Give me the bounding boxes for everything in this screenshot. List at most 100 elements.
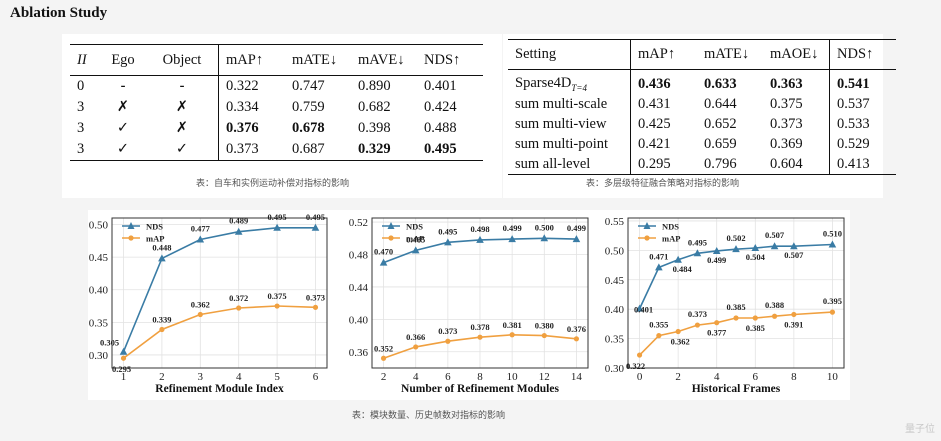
data-label: 0.388 xyxy=(765,300,784,310)
x-axis-label: Number of Refinement Modules xyxy=(401,383,559,395)
cell: 0.747 xyxy=(292,78,325,94)
cell: 0.334 xyxy=(218,97,285,118)
data-label: 0.362 xyxy=(671,337,690,347)
y-tick-label: 0.52 xyxy=(349,217,368,229)
data-label: 0.507 xyxy=(784,250,804,260)
cell: 0.421 xyxy=(630,134,697,154)
data-point-nds xyxy=(655,263,663,271)
data-point-nds xyxy=(444,238,452,246)
y-tick-label: 0.48 xyxy=(349,249,369,261)
x-tick-label: 6 xyxy=(313,371,319,383)
data-label: 0.366 xyxy=(406,332,425,342)
cell: - xyxy=(179,78,185,94)
data-point-nds xyxy=(770,242,779,250)
table-header-row: II Ego Object mAP↑ mATE↓ mAVE↓ NDS↑ xyxy=(70,44,483,76)
cell: 0.604 xyxy=(770,155,803,172)
data-label: 0.484 xyxy=(673,264,693,274)
x-tick-label: 2 xyxy=(675,371,681,383)
data-label: 0.339 xyxy=(152,315,171,325)
cell: ✗ xyxy=(175,120,189,136)
data-label: 0.375 xyxy=(268,291,287,301)
data-label: 0.507 xyxy=(765,230,785,240)
col-header: NDS↑ xyxy=(829,39,896,70)
cell: 0.363 xyxy=(770,75,803,92)
cell: 0.541 xyxy=(829,69,896,94)
data-point-nds xyxy=(751,244,760,251)
data-label: 0.376 xyxy=(567,324,586,334)
data-point-nds xyxy=(273,223,281,231)
x-tick-label: 5 xyxy=(274,371,280,383)
cell: 0.678 xyxy=(292,120,325,136)
data-label: 0.305 xyxy=(100,338,119,348)
data-label: 0.381 xyxy=(503,320,522,330)
chart-3: 0.30 0.35 0.40 0.45 0.50 0.55 0 2 4 6 8 10 Historica… xyxy=(605,216,845,395)
data-label: 0.391 xyxy=(784,319,803,329)
data-point-map xyxy=(675,328,681,335)
cell: 0.488 xyxy=(424,120,457,136)
data-point-map xyxy=(791,311,797,318)
table-header-row: Setting mAP↑ mATE↓ mAOE↓ NDS↑ xyxy=(508,39,896,70)
cell: 0 xyxy=(77,78,85,94)
col-header: mAOE↓ xyxy=(770,46,819,62)
table-row: 3 ✓ ✓ 0.373 0.687 0.329 0.495 xyxy=(70,139,483,161)
data-point-nds xyxy=(379,258,388,266)
cell: 0.436 xyxy=(630,69,697,94)
table1-caption: 表：自车和实例运动补偿对指标的影响 xyxy=(196,179,350,189)
col-header: Object xyxy=(162,51,202,68)
setting-subscript: T=4 xyxy=(571,82,587,93)
data-label: 0.495 xyxy=(306,212,325,222)
data-point-nds xyxy=(508,235,516,243)
data-label: 0.510 xyxy=(823,228,842,238)
data-label: 0.470 xyxy=(374,247,393,257)
cell: 0.659 xyxy=(704,135,737,152)
data-point-map xyxy=(312,304,319,310)
cell: ✓ xyxy=(175,141,189,157)
cell: 0.529 xyxy=(829,134,896,154)
data-point-nds xyxy=(196,235,205,243)
x-tick-label: 4 xyxy=(413,371,419,383)
cell: 0.373 xyxy=(770,115,803,132)
plot-frame xyxy=(111,217,328,369)
y-tick-label: 0.35 xyxy=(605,334,625,346)
data-label: 0.295 xyxy=(112,364,131,374)
data-label: 0.385 xyxy=(746,323,765,333)
cell: sum multi-scale xyxy=(515,95,608,112)
col-header: Ego xyxy=(111,51,135,68)
data-label: 0.500 xyxy=(535,222,554,232)
data-label: 0.395 xyxy=(823,296,842,306)
col-header: NDS↑ xyxy=(424,51,461,68)
legend-marker xyxy=(643,222,651,229)
y-tick-label: 0.40 xyxy=(349,314,369,326)
data-label: 0.377 xyxy=(707,328,727,338)
x-tick-label: 4 xyxy=(236,371,242,383)
data-point-map xyxy=(573,336,580,342)
cell: ✗ xyxy=(175,99,189,115)
section-heading: Ablation Study xyxy=(10,5,108,21)
cell: 0.890 xyxy=(358,78,391,94)
x-tick-label: 10 xyxy=(827,371,839,383)
data-label: 0.362 xyxy=(191,300,210,310)
y-tick-label: 0.45 xyxy=(605,275,625,287)
data-point-map xyxy=(120,355,127,361)
data-label: 0.499 xyxy=(707,255,726,265)
data-point-nds xyxy=(476,235,484,243)
cell: 0.633 xyxy=(704,75,737,92)
x-tick-label: 1 xyxy=(121,371,127,383)
data-label: 0.322 xyxy=(626,361,645,371)
data-label: 0.495 xyxy=(688,237,707,247)
watermark: 量子位 xyxy=(905,424,935,435)
data-point-map xyxy=(380,355,387,361)
data-label: 0.489 xyxy=(229,216,248,226)
data-point-map xyxy=(541,332,547,339)
table-row: Sparse4DT=4 0.436 0.633 0.363 0.541 xyxy=(508,69,896,94)
data-point-nds xyxy=(635,304,644,312)
legend-marker xyxy=(644,235,650,241)
data-point-map xyxy=(694,322,701,328)
cell: 0.376 xyxy=(218,118,285,139)
x-tick-label: 8 xyxy=(791,371,797,383)
legend-label: NDS xyxy=(662,222,679,232)
col-header: mATE↓ xyxy=(704,46,750,62)
data-label: 0.471 xyxy=(649,251,668,261)
y-tick-label: 0.40 xyxy=(605,304,625,316)
table-row: sum multi-point 0.421 0.659 0.369 0.529 xyxy=(508,134,896,154)
